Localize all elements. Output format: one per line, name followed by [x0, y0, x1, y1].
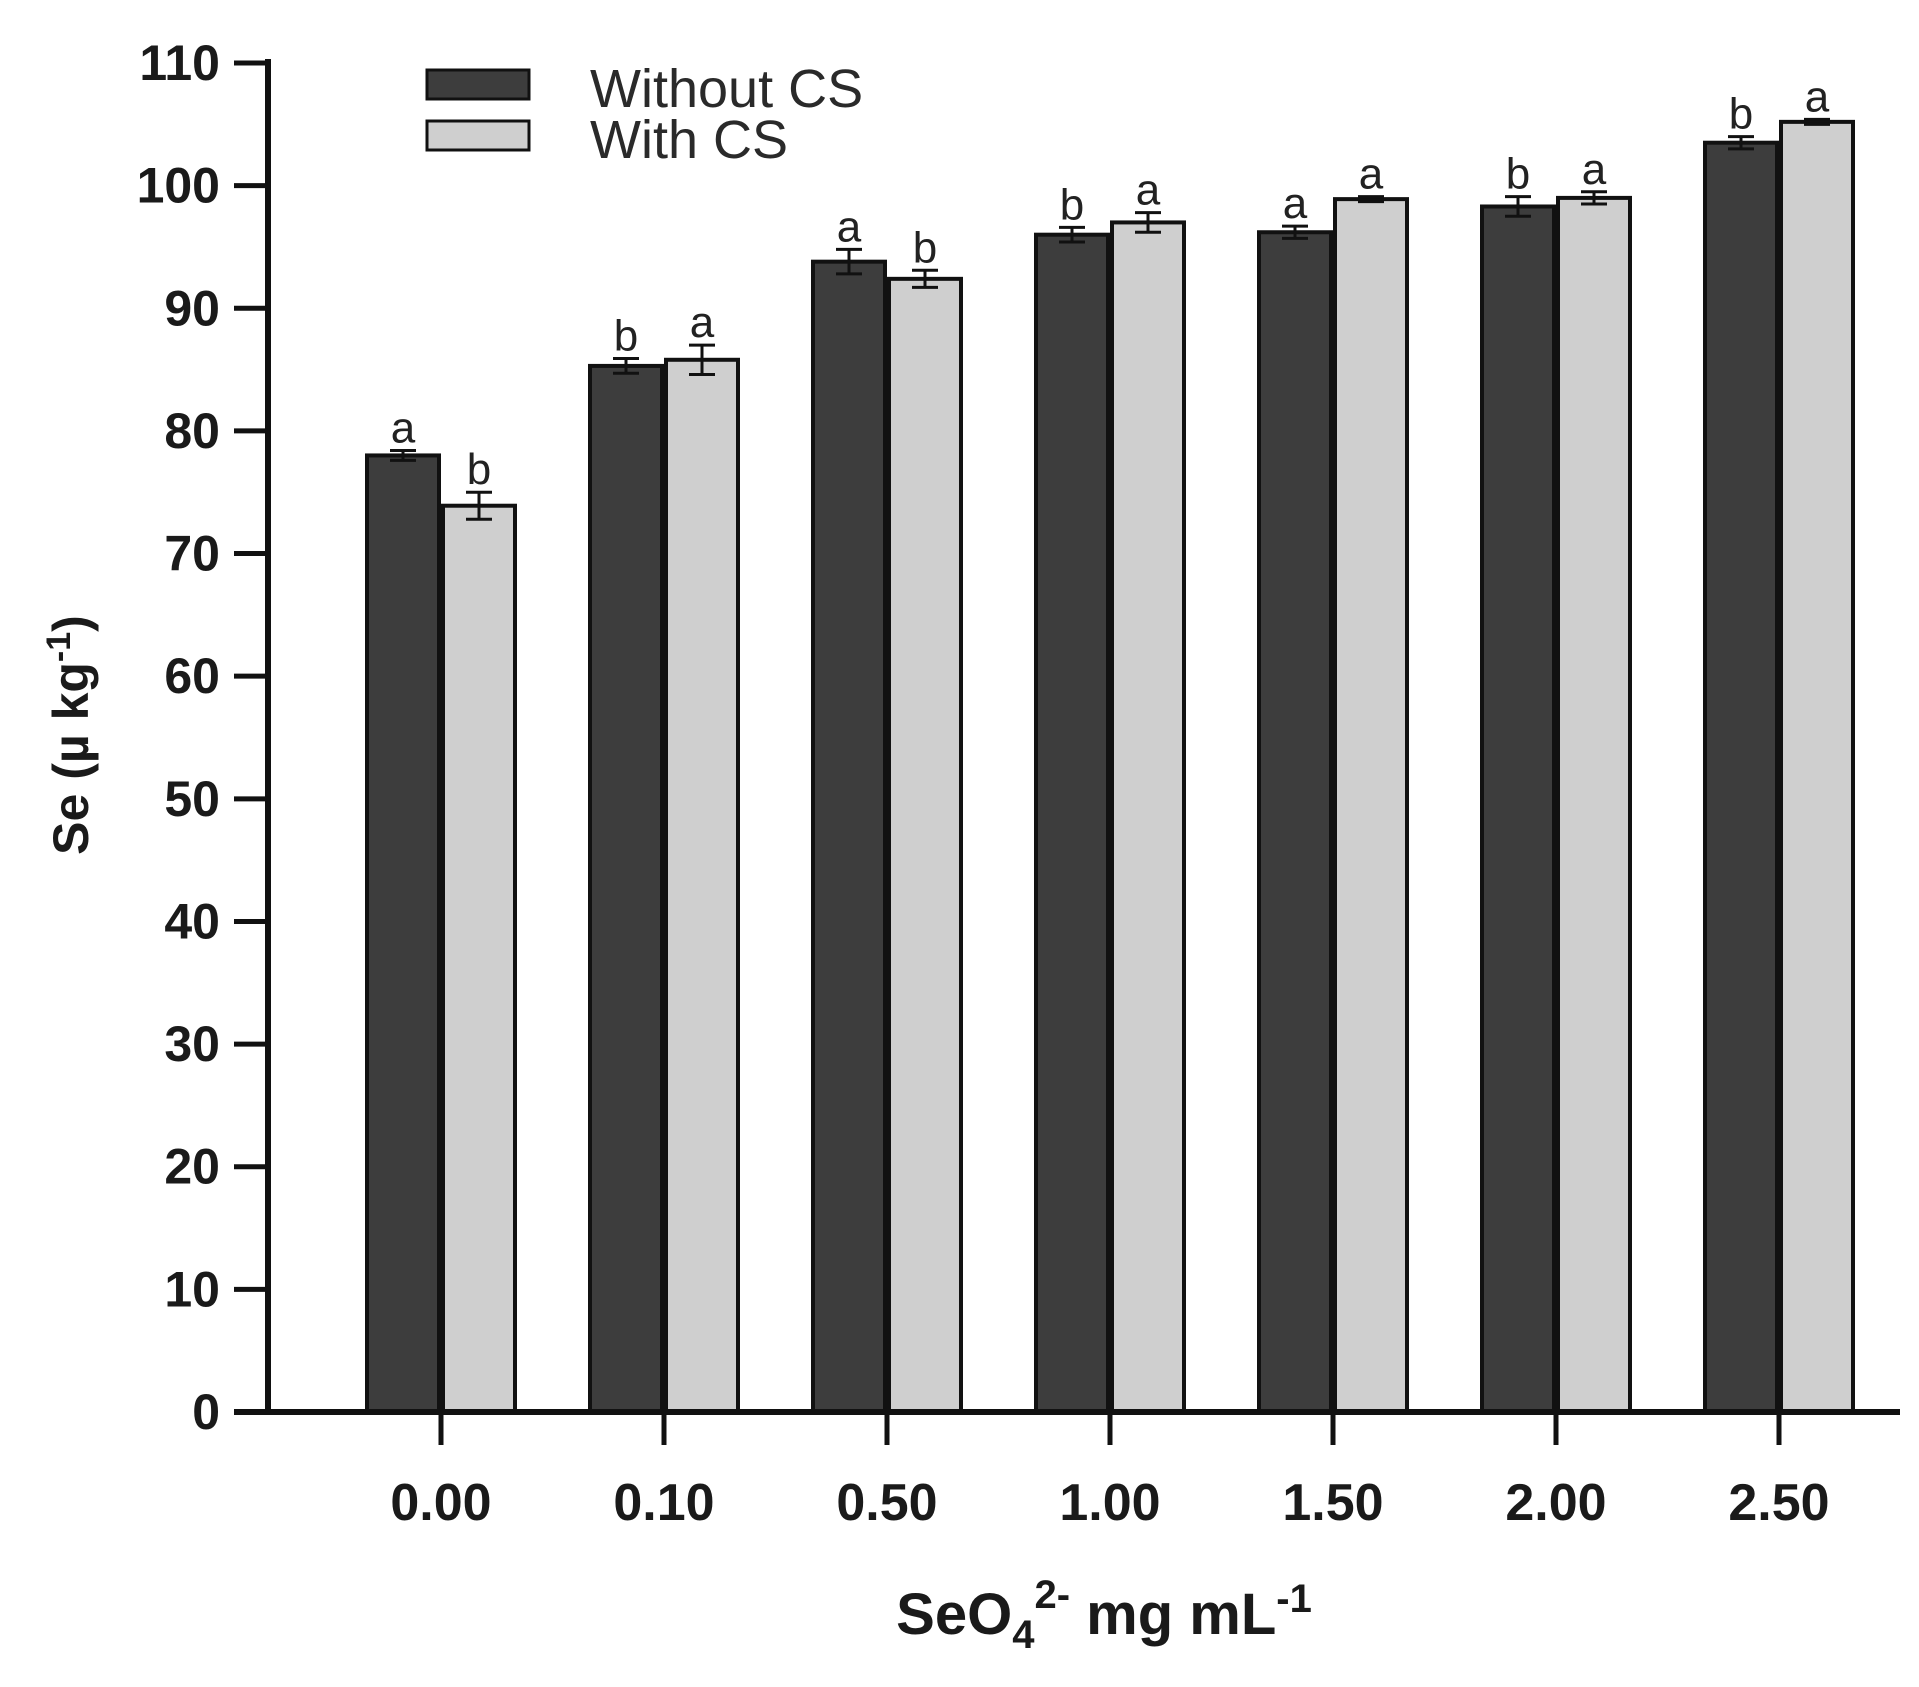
x-tick-label: 1.50 [1282, 1474, 1383, 1532]
significance-label: a [1359, 150, 1384, 199]
x-tick-label: 0.50 [836, 1474, 937, 1532]
significance-label: a [1805, 72, 1830, 121]
bar-without-cs [1257, 230, 1333, 1415]
y-tick-label: 80 [164, 403, 220, 459]
y-tick-label: 70 [164, 526, 220, 582]
y-tick-label: 40 [164, 893, 220, 949]
y-tick-label: 90 [164, 280, 220, 336]
bar-without-cs [365, 453, 441, 1415]
bar-with-cs [1110, 220, 1186, 1415]
bar-with-cs [664, 357, 740, 1414]
legend-label-with-cs: With CS [590, 110, 788, 170]
significance-label: b [1729, 90, 1753, 139]
significance-label: b [913, 223, 937, 272]
bar-with-cs [1556, 195, 1632, 1414]
axes-layer: 0 10 20 30 40 50 60 70 80 90 100 110 0.00 0.10 0.50 1.0… [137, 35, 1900, 1532]
significance-label: b [467, 445, 491, 494]
significance-label: b [614, 312, 638, 361]
significance-label: a [391, 404, 416, 453]
significance-label: a [1283, 179, 1308, 228]
x-tick-label: 2.50 [1728, 1474, 1829, 1532]
legend-swatch-with-cs [425, 119, 531, 152]
x-tick-label: 2.00 [1505, 1474, 1606, 1532]
error-bars-layer [390, 117, 1830, 521]
y-tick-label: 0 [192, 1384, 220, 1440]
bar-with-cs [441, 503, 517, 1414]
bars-layer [365, 119, 1855, 1415]
bar-with-cs [1333, 197, 1409, 1415]
y-tick-label: 50 [164, 771, 220, 827]
significance-labels-layer: a b b a a b b a a a b a b a [391, 72, 1830, 494]
x-tick-label: 0.00 [390, 1474, 491, 1532]
y-axis-title: Se (µ kg-1) [40, 615, 99, 855]
x-tick-label: 0.10 [613, 1474, 714, 1532]
y-tick-label: 100 [137, 158, 220, 214]
significance-label: b [1506, 150, 1530, 199]
x-tick-label: 1.00 [1059, 1474, 1160, 1532]
x-axis-title: SeO42- mg mL-1 [896, 1573, 1312, 1657]
y-tick-label: 30 [164, 1016, 220, 1072]
significance-label: a [1136, 166, 1161, 215]
y-tick-label: 10 [164, 1261, 220, 1317]
bar-with-cs [887, 276, 963, 1415]
bar-without-cs [1480, 204, 1556, 1415]
y-tick-label: 20 [164, 1139, 220, 1195]
y-tick-label: 110 [139, 35, 220, 91]
y-tick-label: 60 [164, 648, 220, 704]
bar-without-cs [811, 259, 887, 1414]
significance-label: b [1060, 180, 1084, 229]
bar-without-cs [1703, 140, 1779, 1415]
significance-label: a [837, 202, 862, 251]
bar-without-cs [1034, 232, 1110, 1414]
bar-without-cs [588, 363, 664, 1414]
legend-label-without-cs: Without CS [590, 59, 863, 119]
bar-with-cs [1779, 119, 1855, 1414]
legend-swatch-without-cs [425, 68, 531, 101]
significance-label: a [690, 298, 715, 347]
significance-label: a [1582, 145, 1607, 194]
